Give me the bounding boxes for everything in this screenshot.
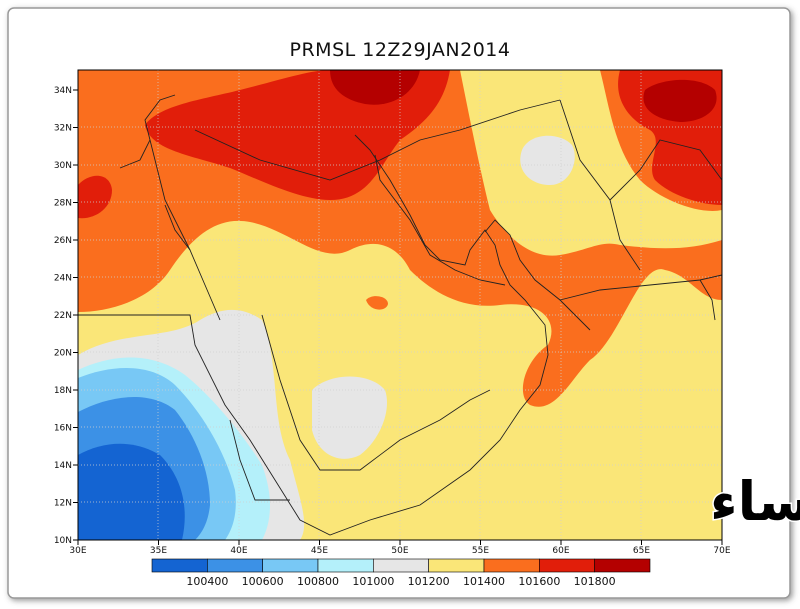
map-title: PRMSL 12Z29JAN2014	[290, 39, 511, 61]
lat-axis: 34N 32N 30N 28N 26N 24N 22N 20N 18N 16N 14N 12N 10N	[54, 86, 78, 546]
lat-label: 14N	[54, 461, 72, 471]
colorbar: 100400 100600 100800 101000 101200 101400 1016…	[151, 558, 651, 588]
lon-label: 40E	[230, 546, 247, 556]
colorbar-swatch	[317, 558, 374, 573]
colorbar-swatch	[262, 558, 319, 573]
field-red-left	[78, 175, 112, 219]
lon-label: 50E	[391, 546, 408, 556]
lon-label: 65E	[633, 546, 650, 556]
field-orange-spot	[366, 296, 388, 310]
lon-axis: 30E 35E 40E 45E 50E 55E 60E 65E 70E	[69, 540, 731, 556]
colorbar-label: 101000	[352, 575, 394, 588]
colorbar-swatch	[428, 558, 485, 573]
field-darkred-east	[643, 79, 717, 122]
colorbar-label: 100600	[242, 575, 284, 588]
graticule	[78, 70, 722, 540]
lat-label: 20N	[54, 349, 72, 359]
colorbar-label: 101200	[408, 575, 450, 588]
colorbar-swatch	[539, 558, 595, 573]
colorbar-label: 101400	[463, 575, 505, 588]
field-darkblue	[78, 443, 185, 540]
coastlines	[78, 94, 722, 536]
lat-label: 30N	[54, 161, 72, 171]
lon-label: 30E	[69, 546, 86, 556]
colorbar-label: 100400	[186, 575, 228, 588]
lat-label: 32N	[54, 124, 72, 134]
pressure-field	[78, 70, 722, 540]
colorbar-swatch	[483, 558, 540, 573]
lat-label: 16N	[54, 424, 72, 434]
lat-label: 22N	[54, 311, 72, 321]
colorbar-label: 101600	[518, 575, 560, 588]
lon-label: 60E	[552, 546, 569, 556]
lat-label: 34N	[54, 86, 72, 96]
field-gray-yemen	[312, 376, 388, 459]
lat-label: 10N	[54, 536, 72, 546]
watermark: براري الاحساء	[710, 470, 800, 533]
lon-label: 70E	[713, 546, 730, 556]
lat-label: 24N	[54, 274, 72, 284]
lat-label: 18N	[54, 386, 72, 396]
lon-label: 55E	[472, 546, 489, 556]
lat-label: 28N	[54, 199, 72, 209]
lat-label: 12N	[54, 499, 72, 509]
lon-label: 45E	[311, 546, 328, 556]
colorbar-label: 101800	[574, 575, 616, 588]
lon-label: 35E	[150, 546, 167, 556]
lat-label: 26N	[54, 236, 72, 246]
field-yellow-north	[460, 70, 722, 256]
colorbar-swatch	[207, 558, 263, 573]
field-darkred-west	[330, 70, 420, 105]
colorbar-swatch	[151, 558, 208, 573]
colorbar-swatch	[594, 558, 651, 573]
colorbar-label: 100800	[297, 575, 339, 588]
colorbar-swatch	[373, 558, 429, 573]
